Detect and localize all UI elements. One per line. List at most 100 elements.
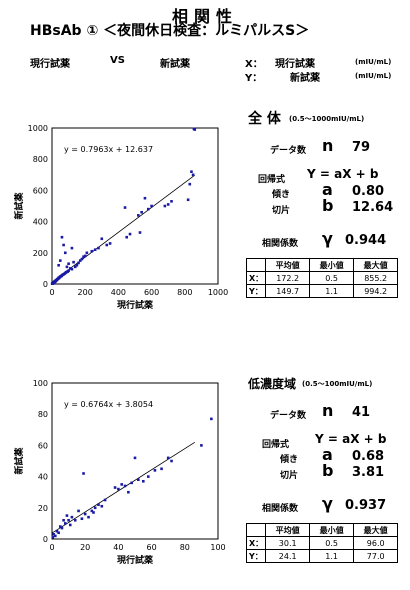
y-tick-label: 0: [43, 280, 48, 289]
row-label: Y：: [245, 549, 267, 563]
data-point: [78, 259, 82, 262]
y-tick-label: 20: [38, 504, 48, 513]
data-point: [93, 248, 97, 251]
y-tick-label: 60: [38, 441, 48, 450]
trendline-equation: y = 0.7963x + 12.637: [64, 145, 153, 154]
stats-table: 平均値 最小値 最大値 X： 30.1 0.5 96.0 Y： 24.1 1.1…: [245, 523, 399, 563]
slope-label: 傾き: [280, 455, 299, 465]
col-header: 平均値: [265, 523, 311, 537]
data-point: [170, 200, 173, 203]
cell-mean: 30.1: [265, 536, 311, 550]
data-point: [192, 127, 196, 131]
n-label: データ数: [270, 146, 307, 156]
x-unit: (mIU/mL): [355, 58, 392, 66]
data-point: [166, 456, 170, 460]
cell-max: 855.2: [353, 271, 399, 285]
data-point: [73, 265, 77, 269]
data-point: [55, 529, 59, 533]
regression-formula: Y = aX + b: [315, 432, 387, 446]
cell-min: 0.5: [309, 271, 355, 285]
data-point: [123, 484, 127, 488]
data-point: [51, 535, 55, 539]
x-axis-label: 現行試薬: [117, 299, 154, 311]
data-point: [83, 512, 87, 516]
data-point: [70, 246, 74, 250]
data-point: [160, 467, 163, 471]
y-axis-key: Y：: [245, 73, 263, 84]
trendline: [51, 441, 195, 534]
table-row: X： 172.2 0.5 855.2: [245, 271, 399, 285]
section-range: (0.5～100mIU/mL): [302, 380, 373, 388]
data-point: [146, 475, 150, 478]
trendline-equation: y = 0.6764x + 3.8054: [64, 400, 153, 409]
y-axis-key-value: 新試薬: [290, 73, 320, 84]
data-point: [127, 490, 130, 494]
table-row: Y： 24.1 1.1 77.0: [245, 549, 399, 563]
regression-label: 回帰式: [262, 440, 290, 450]
data-point: [137, 478, 140, 482]
data-point: [65, 514, 69, 517]
data-point: [90, 249, 94, 253]
data-point: [82, 472, 85, 475]
data-point: [77, 261, 80, 265]
data-point: [210, 417, 213, 421]
section-range: (0.5～1000mIU/mL): [289, 115, 365, 123]
data-point: [67, 269, 70, 273]
data-point: [123, 206, 127, 209]
cell-max: 994.2: [353, 284, 399, 298]
data-point: [83, 254, 87, 258]
y-unit: (mIU/mL): [355, 72, 392, 80]
data-point: [105, 243, 109, 247]
y-tick-label: 0: [43, 535, 48, 544]
data-point: [82, 255, 85, 258]
data-point: [67, 262, 70, 266]
cell-max: 77.0: [353, 549, 399, 563]
y-tick-label: 80: [38, 410, 48, 419]
data-point: [68, 267, 72, 270]
cell-mean: 172.2: [265, 271, 311, 285]
data-point: [90, 509, 94, 513]
data-point: [77, 509, 80, 513]
data-point: [62, 518, 65, 522]
cell-mean: 149.7: [265, 284, 311, 298]
data-point: [92, 511, 95, 514]
table-row: X： 30.1 0.5 96.0: [245, 536, 399, 550]
data-point: [113, 486, 117, 489]
data-point: [140, 210, 143, 214]
intercept-label: 切片: [280, 471, 299, 481]
x-tick-label: 800: [177, 288, 192, 297]
section-heading: 全 体: [248, 111, 281, 127]
page-title: 相関性: [171, 7, 238, 26]
chart-low: 0 20 40 60 80 100 0 20 40 60 80 100 現行試薬 新試薬 y = 0.676…: [13, 379, 226, 566]
data-point: [59, 259, 62, 262]
data-point: [103, 498, 107, 502]
data-point: [93, 506, 97, 510]
data-point: [108, 242, 112, 245]
data-point: [190, 170, 193, 173]
n-label: データ数: [270, 411, 307, 421]
data-point: [80, 257, 84, 261]
data-point: [87, 515, 90, 519]
plot-area: [51, 382, 219, 540]
x-tick-label: 20: [80, 543, 90, 552]
data-point: [63, 251, 67, 255]
data-point: [142, 479, 145, 483]
vs-label: VS: [110, 55, 125, 66]
data-point: [200, 444, 203, 447]
correlation-symbol: γ: [322, 229, 333, 248]
correlation-symbol: γ: [322, 494, 333, 513]
data-point: [100, 237, 104, 241]
data-point: [100, 504, 104, 508]
slope-value: 0.68: [352, 449, 385, 464]
data-point: [54, 534, 57, 538]
slope-symbol: a: [322, 180, 333, 199]
data-point: [191, 173, 195, 177]
data-point: [62, 243, 65, 247]
data-point: [146, 207, 150, 211]
correlation-label: 相関係数: [262, 504, 299, 514]
data-point: [143, 196, 147, 200]
data-point: [70, 267, 74, 271]
intercept-value: 3.81: [352, 465, 385, 480]
n-symbol: n: [322, 136, 334, 155]
cell-min: 0.5: [309, 536, 355, 550]
